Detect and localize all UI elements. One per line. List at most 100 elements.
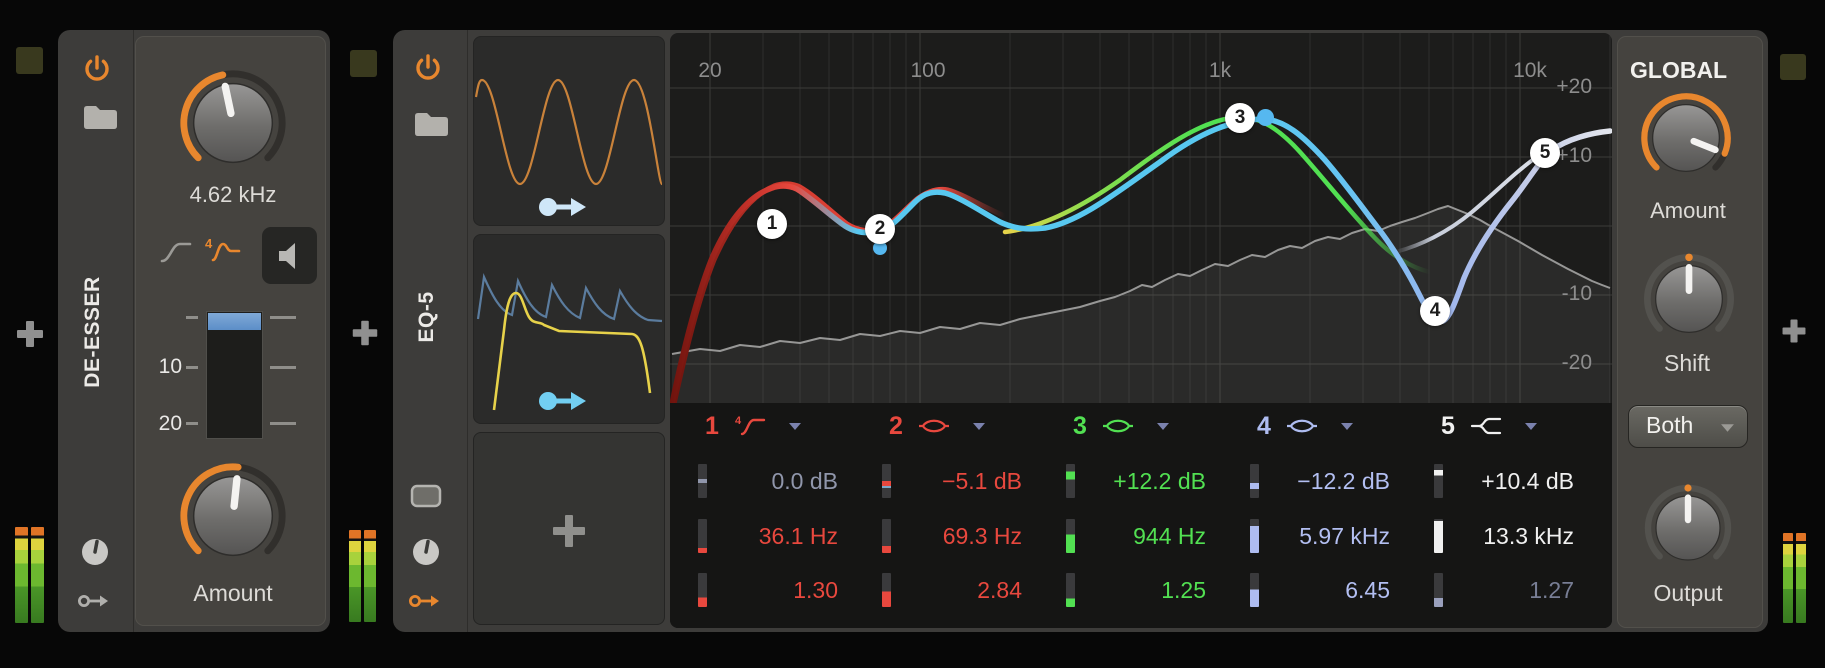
db-label-minus20: -20	[1561, 351, 1592, 374]
bell-filter-icon[interactable]	[918, 415, 950, 437]
band1-frequency[interactable]: 36.1 Hz	[690, 517, 874, 555]
tick	[186, 422, 198, 425]
freq-label-10k: 10k	[1513, 59, 1547, 82]
bell-filter-icon[interactable]	[1286, 415, 1318, 437]
freq-slider[interactable]	[1066, 519, 1075, 553]
mode-dropdown[interactable]: Both	[1628, 405, 1748, 448]
band1-gain[interactable]: 0.0 dB	[690, 462, 874, 500]
band4-header[interactable]: 4	[1242, 407, 1426, 445]
frequency-knob[interactable]	[174, 64, 292, 182]
q-slider[interactable]	[1434, 573, 1443, 607]
freq-slider[interactable]	[1250, 519, 1259, 553]
gain-slider[interactable]	[698, 464, 707, 498]
add-device-button[interactable]	[349, 317, 381, 349]
gain-slider[interactable]	[1434, 464, 1443, 498]
output-knob[interactable]	[1640, 480, 1736, 576]
device-chain-led	[1780, 54, 1806, 80]
band1-q[interactable]: 1.30	[690, 571, 874, 609]
band3-handle[interactable]: 3	[1225, 103, 1255, 133]
band5-q[interactable]: 1.27	[1426, 571, 1610, 609]
band3-frequency[interactable]: 944 Hz	[1058, 517, 1242, 555]
level-meter	[1783, 533, 1806, 623]
chevron-down-icon[interactable]	[1156, 422, 1170, 431]
chevron-down-icon[interactable]	[1524, 422, 1538, 431]
envelope-waveform	[476, 273, 663, 411]
band3-header[interactable]: 3	[1058, 407, 1242, 445]
empty-module-slot[interactable]	[473, 432, 665, 625]
envelope-follower-panel[interactable]	[473, 234, 665, 424]
wideband-filter-icon[interactable]	[159, 238, 193, 266]
freq-slider[interactable]	[882, 519, 891, 553]
power-icon[interactable]	[413, 53, 443, 83]
gain-slider[interactable]	[882, 464, 891, 498]
sine-waveform	[474, 78, 664, 186]
threshold-handle[interactable]	[208, 313, 261, 330]
add-module-icon[interactable]	[549, 511, 589, 551]
split-filter-icon[interactable]: 4	[203, 237, 243, 265]
power-icon[interactable]	[82, 54, 112, 84]
band5-header[interactable]: 5	[1426, 407, 1610, 445]
band4-gain[interactable]: −12.2 dB	[1242, 462, 1426, 500]
eq-graph-panel[interactable]: 20 100 1k 10k +20 +10 -10 -20 1 2 3 4 5 …	[670, 33, 1612, 628]
band1-header[interactable]: 1 4	[690, 407, 874, 445]
tick	[270, 366, 296, 369]
band3-gain[interactable]: +12.2 dB	[1058, 462, 1242, 500]
chevron-down-icon[interactable]	[1340, 422, 1354, 431]
remote-controls-knob-icon[interactable]	[411, 537, 441, 567]
q-slider[interactable]	[1250, 573, 1259, 607]
divider	[133, 30, 134, 632]
band2-gain[interactable]: −5.1 dB	[874, 462, 1058, 500]
signal-flow-icon[interactable]	[538, 387, 590, 415]
band5-frequency[interactable]: 13.3 kHz	[1426, 517, 1610, 555]
highpass-filter-icon[interactable]: 4	[734, 415, 766, 437]
db-label-plus20: +20	[1556, 75, 1592, 98]
chevron-down-icon[interactable]	[788, 422, 802, 431]
shift-knob[interactable]	[1639, 249, 1739, 349]
global-amount-knob[interactable]	[1636, 88, 1736, 188]
amount-knob[interactable]	[174, 457, 292, 575]
sidechain-source-panel[interactable]	[473, 36, 665, 226]
modulation-out-icon[interactable]	[407, 588, 445, 614]
band2-frequency[interactable]: 69.3 Hz	[874, 517, 1058, 555]
gain-slider[interactable]	[1066, 464, 1075, 498]
high-shelf-filter-icon[interactable]	[1470, 415, 1502, 437]
level-meter	[15, 527, 44, 623]
q-slider[interactable]	[882, 573, 891, 607]
device-deesser[interactable]: DE-ESSER 4.62 kHz 4	[58, 30, 330, 632]
remote-controls-knob-icon[interactable]	[80, 537, 110, 567]
band5-gain[interactable]: +10.4 dB	[1426, 462, 1610, 500]
device-eq5[interactable]: EQ-5	[393, 30, 1768, 632]
chevron-down-icon[interactable]	[972, 422, 986, 431]
threshold-meter[interactable]	[206, 311, 263, 439]
scale-tick-20: 20	[158, 412, 182, 435]
band4-q[interactable]: 6.45	[1242, 571, 1426, 609]
db-label-plus10: +10	[1556, 144, 1592, 167]
band3-target-dot[interactable]	[1257, 109, 1274, 126]
q-slider[interactable]	[1066, 573, 1075, 607]
freq-slider[interactable]	[1434, 519, 1443, 553]
q-slider[interactable]	[698, 573, 707, 607]
amount-label: Amount	[193, 580, 273, 606]
band2-target-dot[interactable]	[873, 241, 887, 255]
folder-icon[interactable]	[412, 108, 450, 138]
band5-handle[interactable]: 5	[1530, 138, 1560, 168]
gain-slider[interactable]	[1250, 464, 1259, 498]
band2-q[interactable]: 2.84	[874, 571, 1058, 609]
bell-filter-icon[interactable]	[1102, 415, 1134, 437]
freq-label-1k: 1k	[1208, 59, 1232, 82]
band2-handle[interactable]: 2	[865, 214, 895, 244]
monitor-button[interactable]	[262, 227, 317, 284]
folder-icon[interactable]	[81, 101, 119, 131]
signal-flow-icon[interactable]	[538, 193, 590, 221]
expanded-view-icon[interactable]	[409, 483, 443, 509]
band3-q[interactable]: 1.25	[1058, 571, 1242, 609]
band1-handle[interactable]: 1	[757, 209, 787, 239]
freq-slider[interactable]	[698, 519, 707, 553]
band2-header[interactable]: 2	[874, 407, 1058, 445]
add-device-button[interactable]	[13, 317, 47, 351]
modulation-out-icon[interactable]	[76, 588, 114, 614]
add-device-button[interactable]	[1779, 316, 1809, 346]
band4-handle[interactable]: 4	[1420, 296, 1450, 326]
frequency-value[interactable]: 4.62 kHz	[189, 182, 277, 207]
band4-frequency[interactable]: 5.97 kHz	[1242, 517, 1426, 555]
